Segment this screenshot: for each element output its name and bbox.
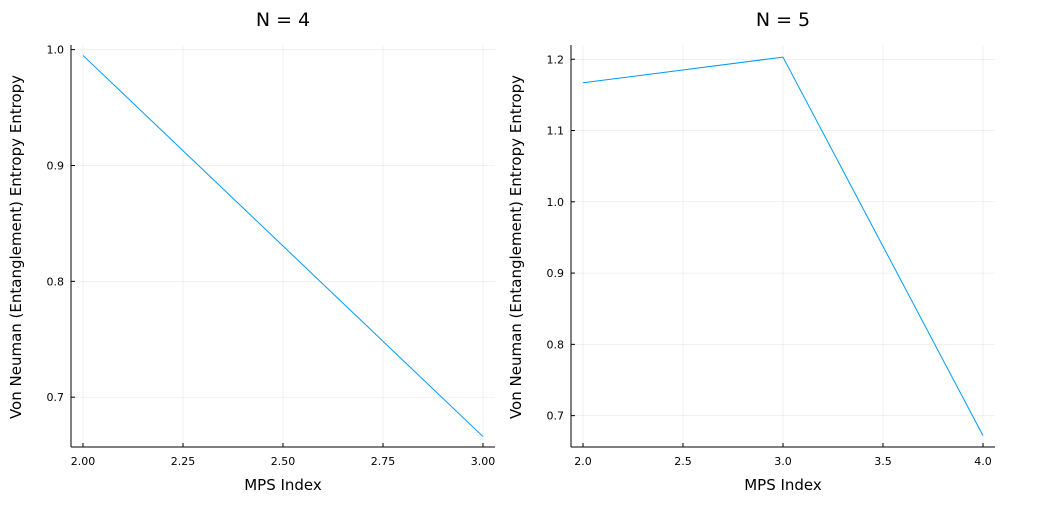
y-tick-label: 0.8 <box>47 275 65 288</box>
series-group <box>582 56 984 436</box>
x-tick-label: 2.50 <box>271 455 296 468</box>
y-tick-label: 1.0 <box>547 196 565 209</box>
y-tick-label: 1.0 <box>47 44 65 57</box>
x-ticks: 2.00 2.25 2.50 2.75 3.00 <box>71 443 496 468</box>
y-ticks: 0.7 0.8 0.9 1.0 1.1 1.2 <box>547 53 575 423</box>
y-tick-label: 0.7 <box>47 391 65 404</box>
subplot-n4: N = 4 MPS Index Von Neuman (Entanglement… <box>7 9 495 494</box>
y-axis-label: Von Neuman (Entanglement) Entropy Entrop… <box>7 75 25 419</box>
x-tick-label: 2.5 <box>674 455 692 468</box>
x-axis-label: MPS Index <box>244 476 322 494</box>
x-tick-label: 3.5 <box>874 455 892 468</box>
series-line <box>82 55 484 437</box>
series-group <box>82 55 484 437</box>
x-tick-label: 2.00 <box>71 455 96 468</box>
y-tick-label: 0.9 <box>47 159 65 172</box>
subplot-title: N = 4 <box>256 9 310 31</box>
x-tick-label: 3.00 <box>471 455 496 468</box>
y-tick-label: 0.7 <box>547 410 565 423</box>
y-ticks: 0.7 0.8 0.9 1.0 <box>47 44 75 404</box>
grid <box>71 45 495 447</box>
y-tick-label: 0.9 <box>547 267 565 280</box>
x-axis-label: MPS Index <box>744 476 822 494</box>
y-tick-label: 1.1 <box>547 125 565 138</box>
subplot-title: N = 5 <box>756 9 810 31</box>
subplot-n5: N = 5 MPS Index Von Neuman (Entanglement… <box>507 9 995 494</box>
x-tick-label: 2.25 <box>171 455 196 468</box>
x-ticks: 2.0 2.5 3.0 3.5 4.0 <box>574 443 992 468</box>
x-tick-label: 2.0 <box>574 455 592 468</box>
x-tick-label: 3.0 <box>774 455 792 468</box>
y-tick-label: 1.2 <box>547 53 565 66</box>
y-axis-label: Von Neuman (Entanglement) Entropy Entrop… <box>507 75 525 419</box>
x-tick-label: 2.75 <box>371 455 396 468</box>
y-tick-label: 0.8 <box>547 338 565 351</box>
x-tick-label: 4.0 <box>974 455 992 468</box>
grid <box>571 45 995 447</box>
series-line <box>582 56 984 436</box>
